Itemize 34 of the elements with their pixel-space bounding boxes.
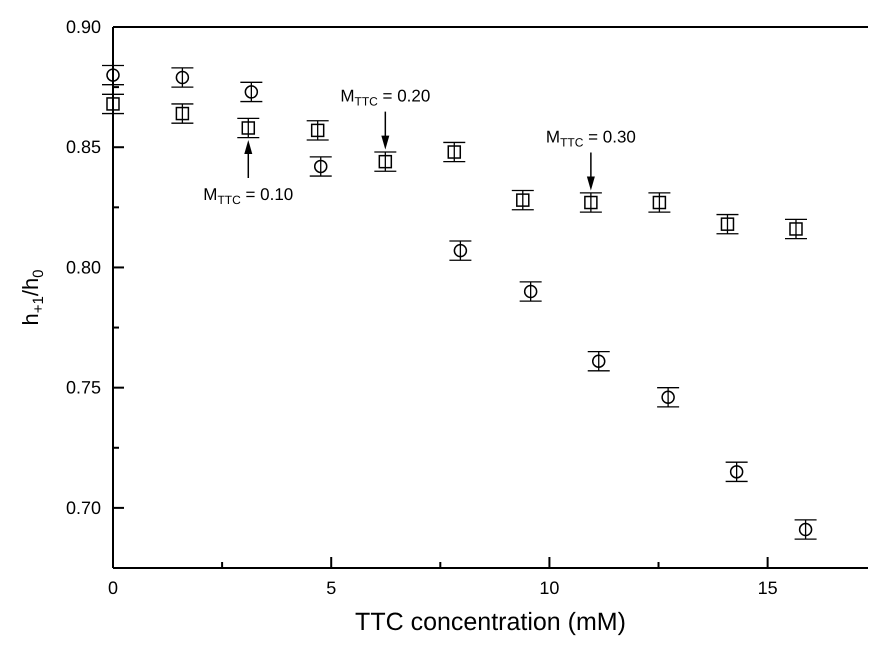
point [720, 217, 734, 231]
point [584, 196, 598, 210]
point [516, 193, 530, 207]
point [652, 196, 666, 210]
point [242, 121, 256, 135]
point [524, 284, 538, 298]
point [106, 97, 120, 111]
y-tick-label: 0.80 [66, 257, 101, 278]
x-tick-label: 15 [758, 578, 778, 598]
point [592, 354, 606, 368]
x-tick-label: 0 [108, 578, 118, 598]
point [310, 124, 324, 138]
point [730, 465, 744, 479]
point [454, 244, 468, 258]
point [789, 222, 803, 236]
annotation: M$_{TTC}$ = 0.20 [340, 86, 430, 108]
point [176, 106, 190, 120]
point [176, 70, 190, 84]
y-tick-label: 0.70 [66, 498, 101, 518]
point [244, 85, 258, 99]
point [661, 390, 675, 404]
y-tick-label: 0.75 [66, 378, 101, 398]
x-axis-title: TTC concentration (mM) [355, 608, 626, 636]
point [314, 160, 328, 174]
point [448, 145, 462, 159]
point [378, 154, 392, 168]
y-tick-label: 0.90 [66, 17, 101, 37]
x-tick-label: 5 [326, 578, 336, 598]
y-tick-label: 0.85 [66, 137, 101, 158]
x-tick-label: 10 [539, 578, 560, 598]
point [106, 68, 120, 82]
annotation: M$_{TTC}$ = 0.30 [546, 128, 636, 150]
annotation: M$_{TTC}$ = 0.10 [203, 185, 294, 207]
point [798, 522, 812, 536]
